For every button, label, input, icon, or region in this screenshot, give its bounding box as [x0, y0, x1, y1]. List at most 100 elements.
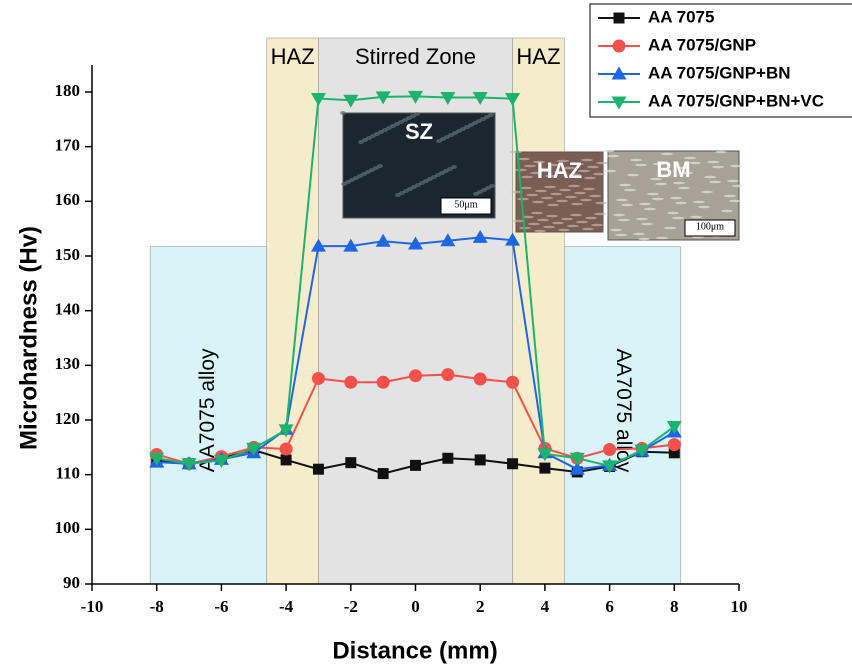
inset-texture	[667, 211, 679, 215]
inset-texture	[587, 165, 599, 169]
inset-texture	[537, 218, 549, 222]
inset-texture	[584, 176, 596, 180]
marker	[246, 442, 262, 456]
inset-texture	[676, 166, 688, 170]
inset-texture	[607, 154, 619, 158]
y-tick-label: 110	[55, 464, 80, 483]
y-tick-label: 170	[55, 136, 81, 155]
inset-texture	[652, 197, 664, 201]
inset-texture	[539, 167, 551, 171]
region-label: AA7075 alloy	[196, 348, 219, 472]
inset-texture	[707, 160, 719, 164]
marker	[667, 438, 681, 452]
inset: SZ 50μm	[340, 111, 496, 219]
inset-texture	[571, 202, 583, 206]
marker	[440, 233, 456, 247]
inset-texture	[528, 222, 540, 226]
inset-texture	[618, 218, 630, 222]
inset-texture	[604, 169, 616, 173]
inset-texture	[727, 179, 739, 183]
marker	[343, 238, 359, 252]
marker	[213, 454, 229, 468]
region	[149, 246, 267, 585]
inset-texture	[526, 193, 538, 197]
y-tick-label: 180	[55, 81, 81, 100]
marker	[408, 236, 423, 250]
inset-texture	[513, 219, 525, 223]
inset-texture	[341, 182, 347, 186]
inset-texture	[518, 157, 530, 161]
marker	[473, 372, 487, 386]
marker	[472, 229, 488, 243]
inset-texture	[522, 215, 534, 219]
scale-label: 100μm	[696, 221, 724, 232]
x-tick-label: -2	[344, 597, 358, 616]
x-tick-label: 4	[541, 597, 550, 616]
inset-texture	[615, 233, 627, 237]
inset-texture	[638, 237, 650, 241]
inset-texture	[545, 174, 557, 178]
inset-texture	[541, 196, 553, 200]
inset-texture	[715, 150, 727, 154]
marker	[506, 375, 520, 389]
inset-texture	[552, 221, 564, 225]
marker	[376, 375, 390, 389]
y-tick-label: 90	[63, 573, 80, 592]
scale-box	[440, 197, 492, 215]
marker	[375, 91, 391, 105]
marker	[280, 454, 292, 466]
marker	[602, 460, 618, 474]
inset-texture	[572, 162, 584, 166]
inset-texture	[595, 201, 607, 205]
inset-texture	[624, 188, 636, 192]
inset-texture	[681, 171, 693, 175]
inset-texture	[473, 192, 479, 196]
marker	[539, 462, 551, 474]
inset-texture	[532, 200, 544, 204]
y-tick-label: 140	[55, 300, 81, 319]
inset-texture	[569, 173, 581, 177]
y-axis-label: Microhardness (Hv)	[15, 226, 42, 450]
inset-texture	[515, 168, 527, 172]
inset-texture	[568, 184, 580, 188]
inset-texture	[664, 226, 676, 230]
inset-texture	[594, 212, 606, 216]
marker	[312, 463, 324, 475]
inset-texture	[544, 185, 556, 189]
inset-texture	[546, 214, 558, 218]
legend-box	[589, 3, 852, 118]
region-label: AA7075 alloy	[612, 348, 635, 472]
inset-texture	[729, 199, 741, 203]
inset: HAZ	[510, 150, 608, 233]
inset-texture	[661, 152, 673, 156]
inset-texture	[574, 191, 586, 195]
inset-texture	[712, 165, 724, 169]
marker	[310, 238, 326, 252]
inset-texture	[580, 198, 592, 202]
inset-texture	[581, 158, 593, 162]
inset-texture	[636, 217, 648, 221]
inset-texture	[563, 166, 575, 170]
inset-texture	[678, 186, 690, 190]
inset-texture	[670, 196, 682, 200]
inset-texture	[633, 232, 645, 236]
region	[266, 37, 319, 585]
inset-texture	[567, 224, 579, 228]
inset-texture	[621, 203, 633, 207]
inset-texture	[565, 195, 577, 199]
inset-texture	[554, 170, 566, 174]
inset-texture	[534, 229, 546, 233]
x-tick-label: -10	[81, 597, 104, 616]
inset-texture	[610, 228, 622, 232]
region	[564, 246, 682, 585]
inset-texture	[531, 211, 543, 215]
x-tick-label: -8	[150, 597, 164, 616]
inset-texture	[520, 186, 532, 190]
marker	[507, 458, 519, 470]
inset-texture	[582, 227, 594, 231]
inset-texture	[557, 159, 569, 163]
inset-texture	[673, 181, 685, 185]
marker	[505, 93, 521, 107]
inset-texture	[533, 160, 545, 164]
